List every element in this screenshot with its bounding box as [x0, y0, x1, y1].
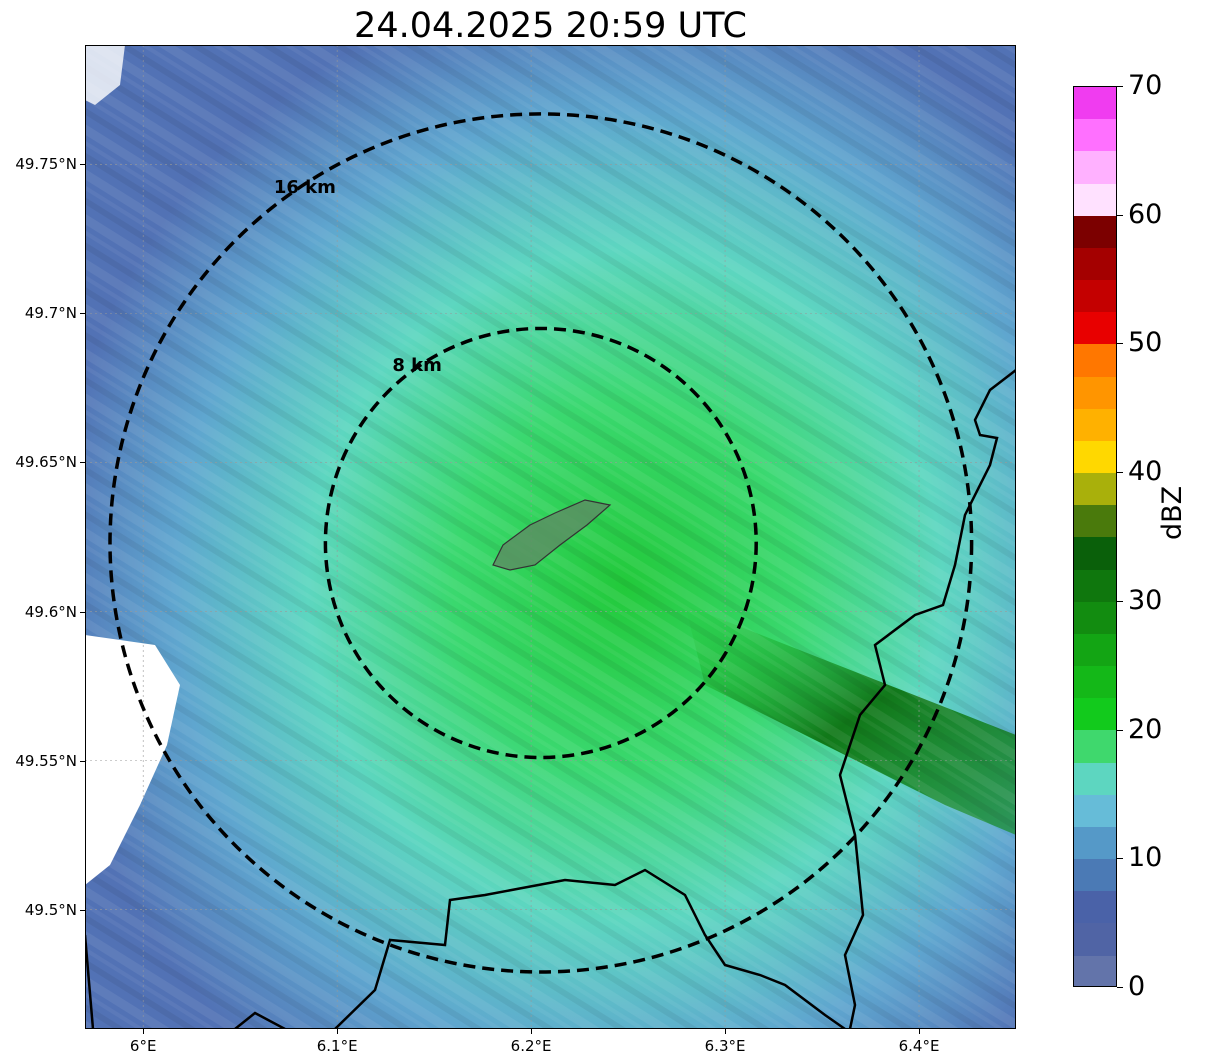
- x-tick-label: 6.3°E: [704, 1037, 746, 1055]
- x-tick: [143, 1029, 145, 1034]
- colorbar-segment: [1074, 473, 1116, 506]
- x-tick-label: 6.4°E: [898, 1037, 940, 1055]
- colorbar-segment: [1074, 601, 1116, 634]
- range-rings: 8 km 16 km: [108, 112, 974, 974]
- colorbar-segment: [1074, 344, 1116, 377]
- y-tick-label: 49.65°N: [15, 453, 77, 472]
- colorbar-segment: [1074, 859, 1116, 892]
- colorbar-tick-label: 10: [1128, 842, 1163, 874]
- y-tick-label: 49.5°N: [24, 900, 77, 919]
- colorbar-tick-label: 70: [1128, 70, 1163, 101]
- no-data-area-top: [85, 45, 125, 105]
- colorbar-segment: [1074, 312, 1116, 345]
- colorbar-segment: [1074, 376, 1116, 409]
- colorbar-tick: [1117, 472, 1123, 474]
- country-border-east: [838, 369, 1016, 1029]
- colorbar-tick-label: 60: [1128, 198, 1163, 230]
- colorbar-tick-label: 40: [1128, 456, 1163, 488]
- colorbar-tick: [1117, 214, 1123, 216]
- colorbar-segment: [1074, 891, 1116, 924]
- no-data-area: [85, 635, 180, 885]
- colorbar-tick: [1117, 86, 1123, 87]
- x-tick: [725, 1029, 727, 1034]
- x-tick: [337, 1029, 339, 1034]
- colorbar-segment: [1074, 87, 1116, 120]
- range-ring: [108, 112, 974, 974]
- y-tick-label: 49.7°N: [24, 304, 77, 323]
- colorbar-segment: [1074, 280, 1116, 313]
- colorbar-segment: [1074, 247, 1116, 281]
- colorbar-segment: [1074, 794, 1116, 827]
- colorbar-segment: [1074, 537, 1116, 570]
- x-tick: [919, 1029, 921, 1034]
- y-tick: [80, 760, 85, 762]
- colorbar-segment: [1074, 923, 1116, 956]
- colorbar-tick-label: 50: [1128, 327, 1163, 359]
- colorbar-segment: [1074, 826, 1116, 860]
- colorbar-segment: [1074, 666, 1116, 699]
- colorbar-segment: [1074, 955, 1116, 986]
- colorbar-segment: [1074, 569, 1116, 602]
- y-tick-label: 49.75°N: [15, 155, 77, 174]
- colorbar-tick: [1117, 600, 1123, 602]
- range-ring-label: 8 km: [392, 355, 442, 376]
- x-tick-label: 6.1°E: [316, 1037, 358, 1055]
- colorbar-tick: [1117, 343, 1123, 345]
- colorbar-segment: [1074, 151, 1116, 184]
- y-tick: [80, 462, 85, 464]
- colorbar-tick: [1117, 858, 1123, 860]
- colorbar: [1073, 86, 1117, 987]
- y-tick-label: 49.6°N: [24, 602, 77, 621]
- colorbar-tick: [1117, 987, 1123, 988]
- country-border-south: [85, 868, 846, 1029]
- colorbar-segment: [1074, 440, 1116, 474]
- colorbar-label: dBZ: [1157, 485, 1188, 540]
- colorbar-segment: [1074, 505, 1116, 538]
- colorbar-segment: [1074, 633, 1116, 667]
- colorbar-tick: [1117, 729, 1123, 731]
- colorbar-tick-label: 0: [1128, 971, 1146, 1002]
- colorbar-segment: [1074, 698, 1116, 731]
- graticule: [85, 45, 1016, 1029]
- x-tick: [531, 1029, 533, 1034]
- radar-map-svg: 8 km 16 km: [85, 45, 1016, 1029]
- colorbar-segment: [1074, 408, 1116, 441]
- x-tick-label: 6°E: [129, 1037, 157, 1055]
- range-ring: [323, 326, 758, 760]
- radar-map[interactable]: 8 km 16 km: [85, 45, 1016, 1029]
- colorbar-tick-label: 30: [1128, 584, 1163, 616]
- colorbar-segment: [1074, 762, 1116, 795]
- y-tick: [80, 611, 85, 613]
- colorbar-segment: [1074, 215, 1116, 248]
- colorbar-segment: [1074, 730, 1116, 763]
- colorbar-segment: [1074, 119, 1116, 152]
- colorbar-segment: [1074, 183, 1116, 216]
- city-area: [492, 499, 612, 571]
- y-tick: [80, 313, 85, 315]
- y-tick-label: 49.55°N: [15, 751, 77, 770]
- range-ring-label: 16 km: [274, 177, 336, 198]
- chart-title: 24.04.2025 20:59 UTC: [354, 6, 747, 46]
- x-tick-label: 6.2°E: [510, 1037, 552, 1055]
- colorbar-tick-label: 20: [1128, 713, 1163, 745]
- y-tick: [80, 164, 85, 166]
- y-tick: [80, 909, 85, 911]
